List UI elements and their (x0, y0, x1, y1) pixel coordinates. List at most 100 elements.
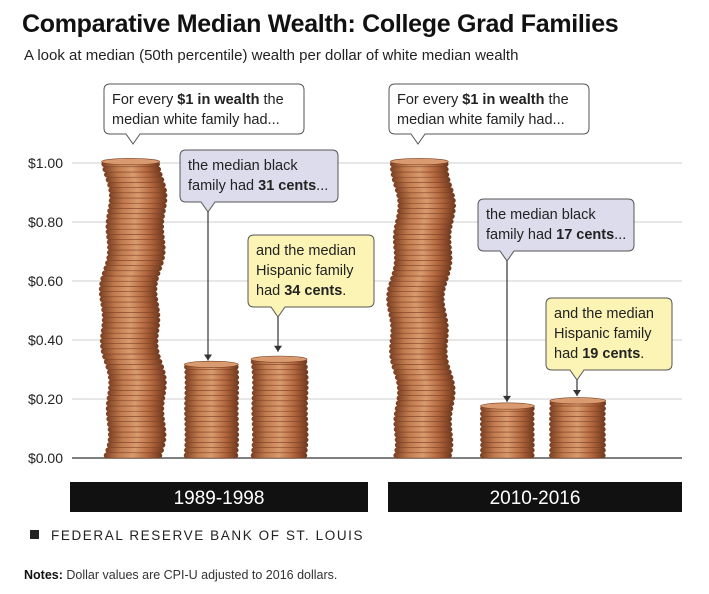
penny-top (250, 355, 308, 363)
penny (106, 239, 166, 246)
callout-line: For every $1 in wealth the (112, 92, 284, 108)
penny (389, 348, 448, 355)
penny (549, 452, 606, 459)
penny (99, 291, 158, 298)
callout-text: ... (316, 178, 328, 194)
penny (396, 213, 455, 220)
penny (389, 338, 449, 344)
penny (106, 400, 165, 407)
callout-line: had 34 cents. (256, 283, 346, 299)
y-tick-label: $0.60 (28, 273, 63, 289)
penny (394, 187, 454, 194)
period-band (70, 482, 368, 512)
penny (480, 436, 535, 443)
arrow-head-icon (274, 345, 282, 352)
callout-box (179, 149, 339, 213)
penny (100, 301, 160, 308)
penny (396, 395, 456, 402)
penny (105, 176, 165, 183)
penny (390, 275, 449, 282)
penny (102, 353, 161, 360)
penny-top (549, 397, 607, 405)
penny (389, 317, 449, 324)
callout-text: and the median (256, 243, 356, 259)
penny (105, 218, 165, 225)
callout-text: median white family had... (397, 112, 565, 128)
penny (388, 312, 448, 318)
callout-box (388, 83, 590, 145)
penny (397, 390, 456, 396)
penny (184, 379, 240, 386)
penny (393, 369, 452, 376)
penny (393, 249, 453, 256)
callout-hispanic: and the median Hispanic family had 34 cent… (247, 234, 375, 352)
penny-top (389, 158, 449, 166)
period-label: 1989-1998 (174, 488, 265, 509)
penny-stack-white (98, 158, 168, 459)
penny (107, 208, 166, 214)
penny (395, 218, 454, 225)
penny (251, 390, 309, 396)
penny (101, 270, 161, 277)
penny (389, 353, 448, 360)
callout-box (103, 83, 305, 145)
penny-top (184, 360, 239, 368)
callout-white: For every $1 in wealth the median white f… (103, 83, 305, 145)
penny (100, 275, 159, 282)
penny (394, 405, 454, 412)
penny (184, 395, 239, 402)
callout-text: the (259, 92, 283, 108)
penny (100, 348, 160, 355)
penny (108, 384, 167, 391)
penny (393, 228, 452, 235)
penny (106, 416, 165, 422)
penny (100, 327, 160, 334)
callout-text: had (554, 346, 582, 362)
penny (252, 374, 309, 381)
penny (392, 234, 452, 240)
penny (184, 421, 239, 428)
callout-white: For every $1 in wealth the median white f… (388, 83, 590, 145)
penny (386, 291, 445, 298)
y-tick-label: $0.40 (28, 332, 63, 348)
penny (105, 228, 165, 235)
penny (108, 202, 167, 209)
penny (393, 182, 452, 188)
penny (393, 421, 452, 428)
penny (103, 452, 163, 459)
penny (393, 244, 452, 251)
penny (394, 436, 454, 443)
callout-text: and the median (554, 306, 654, 322)
penny (108, 379, 167, 386)
penny (107, 249, 166, 256)
penny (549, 431, 606, 438)
penny (390, 322, 449, 329)
y-tick-label: $0.20 (28, 391, 63, 407)
penny (390, 171, 450, 178)
penny (396, 384, 456, 391)
penny (394, 447, 453, 454)
period-label: 2010-2016 (490, 488, 581, 509)
penny (388, 280, 448, 287)
penny (106, 442, 166, 448)
penny (105, 223, 165, 230)
penny (107, 436, 167, 443)
penny (99, 280, 158, 287)
penny (101, 317, 161, 324)
penny (252, 379, 309, 386)
callout-text: . (342, 283, 346, 299)
penny (251, 410, 308, 417)
callout-text: 17 cents (556, 227, 614, 243)
penny-stack-hispanic (549, 397, 607, 459)
penny (251, 416, 309, 422)
callout-text: had (256, 283, 284, 299)
callout-text: 34 cents (284, 283, 342, 299)
penny (386, 301, 446, 308)
penny (106, 213, 165, 220)
penny (105, 405, 165, 412)
penny (184, 390, 239, 396)
callout-box (545, 297, 673, 381)
penny (105, 260, 164, 266)
penny-top (480, 402, 535, 410)
